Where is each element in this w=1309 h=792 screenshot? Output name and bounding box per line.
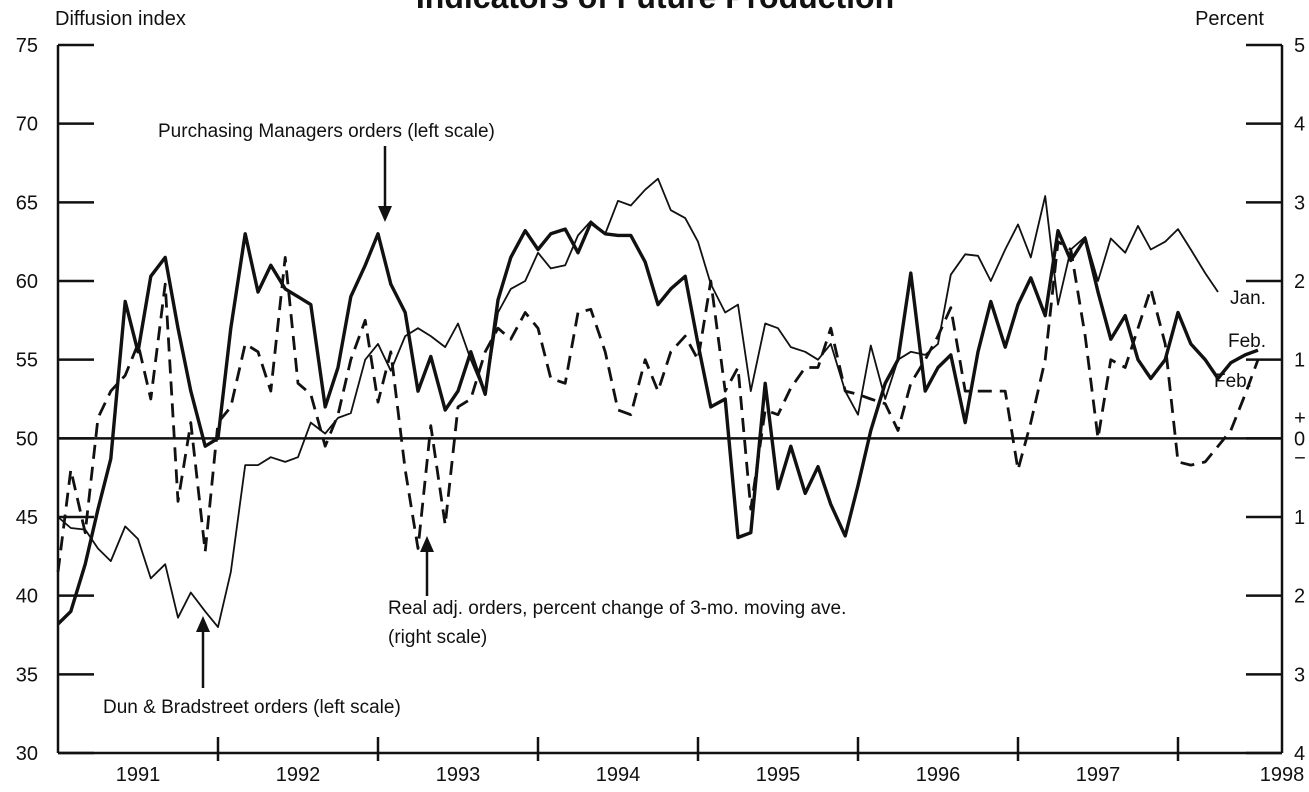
y2-tick-label: 1 (1294, 350, 1305, 372)
y-tick-label: 50 (16, 428, 38, 450)
series-line (56, 221, 1259, 626)
x-tick-label: 1997 (1076, 764, 1121, 786)
y-tick-label: 30 (16, 743, 38, 765)
y-tick-label: 75 (16, 35, 38, 57)
y2-tick-label: 4 (1294, 114, 1305, 136)
y-tick-label: 60 (16, 271, 38, 293)
annotation: Real adj. orders, percent change of 3-mo… (388, 598, 846, 619)
series-end-label: Jan. (1230, 288, 1266, 309)
y2-tick-label: 5 (1294, 35, 1305, 57)
y-tick-label: 65 (16, 192, 38, 214)
annotation-arrowhead (196, 616, 210, 632)
y-tick-label: 35 (16, 664, 38, 686)
y2-tick-label: 3 (1294, 664, 1305, 686)
series-end-label: Feb. (1214, 371, 1252, 392)
annotation-arrowhead (420, 536, 434, 552)
x-tick-label: 1991 (116, 764, 161, 786)
y2-tick-label: 1 (1294, 507, 1305, 529)
series-line (56, 240, 1260, 573)
x-tick-label: 1995 (756, 764, 801, 786)
y2-tick-label: 2 (1294, 271, 1305, 293)
annotation: (right scale) (388, 627, 487, 648)
y2-tick-label: 0 (1294, 428, 1305, 450)
series-end-label: Feb. (1228, 331, 1266, 352)
y-tick-label: 40 (16, 586, 38, 608)
series-line (57, 177, 1219, 628)
y2-sign: − (1294, 447, 1306, 469)
x-tick-label: 1993 (436, 764, 481, 786)
y-tick-label: 70 (16, 114, 38, 136)
y2-tick-label: 4 (1294, 743, 1305, 765)
y-tick-label: 45 (16, 507, 38, 529)
chart-title: Indicators of Future Production (416, 0, 894, 15)
y2-sign: + (1294, 407, 1306, 429)
y2-axis-label: Percent (1195, 8, 1264, 30)
x-tick-label: 1994 (596, 764, 641, 786)
x-tick-label: 1992 (276, 764, 321, 786)
annotation: Dun & Bradstreet orders (left scale) (103, 697, 401, 718)
y-axis-label: Diffusion index (55, 8, 186, 30)
x-tick-label: 1996 (916, 764, 961, 786)
y-tick-label: 55 (16, 350, 38, 372)
y2-tick-label: 3 (1294, 192, 1305, 214)
annotation-arrowhead (378, 206, 392, 222)
y2-tick-label: 2 (1294, 586, 1305, 608)
x-tick-label: 1998 (1260, 764, 1305, 786)
annotation: Purchasing Managers orders (left scale) (158, 121, 495, 142)
